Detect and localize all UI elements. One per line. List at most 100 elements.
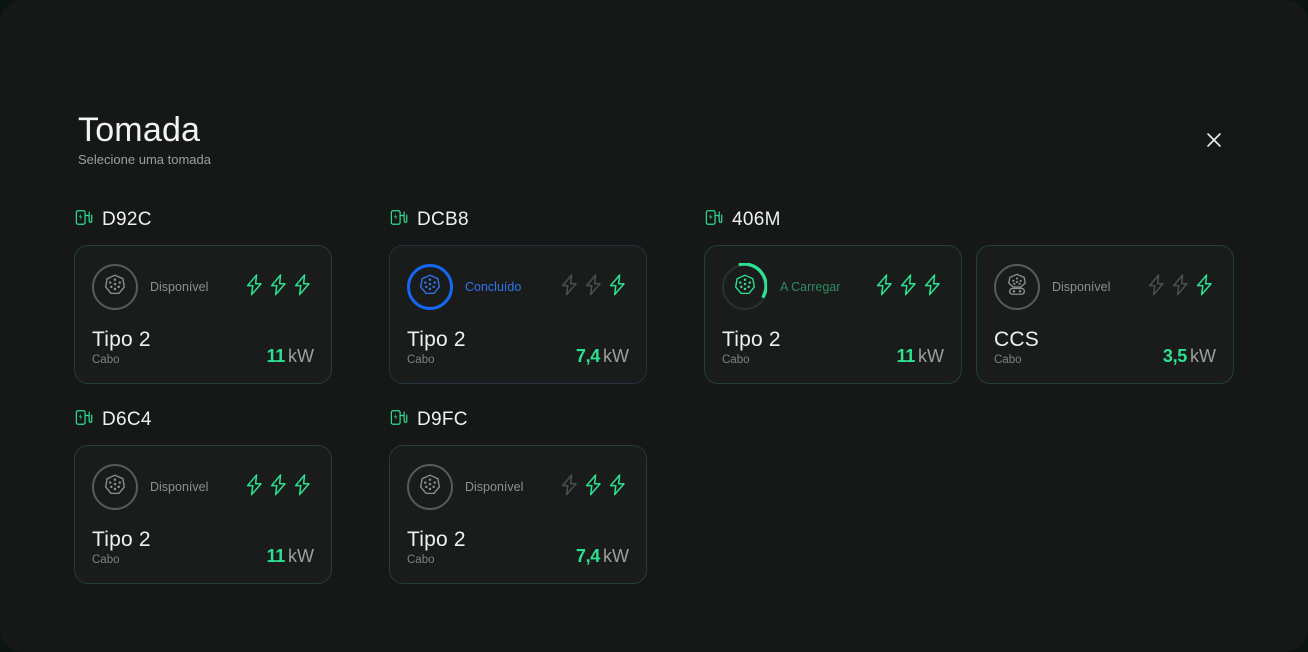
connector-info: Tipo 2 Cabo: [92, 328, 151, 367]
card-bottom: Tipo 2 Cabo 11 kW: [92, 528, 314, 567]
socket-card[interactable]: Concluído Tipo 2 Cabo 7,4 kW: [389, 245, 647, 384]
bolt-icon: [606, 272, 629, 303]
type2-connector-icon: [407, 464, 453, 510]
bolt-icon: [921, 272, 944, 303]
page-title: Tomada: [78, 111, 201, 149]
connector-ring: [92, 464, 138, 510]
power-unit: kW: [603, 546, 629, 566]
connector-name: Tipo 2: [722, 328, 781, 351]
connector-glyph: [102, 272, 128, 303]
connector-name: CCS: [994, 328, 1039, 351]
power-value: 11: [266, 546, 286, 566]
page-subtitle: Selecione uma tomada: [78, 152, 211, 167]
close-icon[interactable]: [1200, 126, 1228, 154]
type2-connector-icon: [92, 464, 138, 510]
power-level-bolts: [558, 272, 629, 303]
socket-card[interactable]: Disponível Tipo 2 Cabo 7,4 kW: [389, 445, 647, 584]
socket-card[interactable]: A Carregar Tipo 2 Cabo 11 kW: [704, 245, 962, 384]
type2-connector-icon: [722, 263, 768, 310]
power-unit: kW: [603, 346, 629, 366]
card-top: Disponível: [92, 464, 314, 510]
power-value: 11: [896, 346, 916, 366]
connector-glyph: [1004, 272, 1030, 303]
status-badge: Disponível: [150, 280, 209, 294]
status-badge: Disponível: [150, 480, 209, 494]
bolt-icon: [243, 472, 266, 503]
card-bottom: Tipo 2 Cabo 7,4 kW: [407, 528, 629, 567]
bolt-icon: [897, 272, 920, 303]
card-bottom: CCS Cabo 3,5 kW: [994, 328, 1216, 367]
bolt-icon: [291, 472, 314, 503]
charger-group: D6C4 Disponível Tipo 2 Cabo 11 kW: [74, 408, 332, 584]
cable-label: Cabo: [722, 354, 750, 366]
power-level-bolts: [873, 272, 944, 303]
card-top: Disponível: [994, 264, 1216, 310]
bolt-icon: [558, 472, 581, 503]
column-3: 406M A Carregar Tipo 2 Cabo 11 kW: [704, 208, 1244, 408]
power-rating: 11 kW: [267, 545, 314, 567]
charger-group: D92C Disponível Tipo 2 Cabo 11 kW: [74, 208, 332, 384]
card-top: A Carregar: [722, 263, 944, 310]
charger-group: 406M A Carregar Tipo 2 Cabo 11 kW: [704, 208, 1244, 384]
connector-ring: [407, 264, 453, 310]
status-badge: Concluído: [465, 280, 522, 294]
charger-name: D92C: [102, 209, 152, 230]
connector-name: Tipo 2: [407, 528, 466, 551]
status-badge: Disponível: [465, 480, 524, 494]
socket-card[interactable]: Disponível Tipo 2 Cabo 11 kW: [74, 245, 332, 384]
charger-name: D9FC: [417, 409, 468, 430]
socket-card[interactable]: Disponível Tipo 2 Cabo 11 kW: [74, 445, 332, 584]
connector-info: CCS Cabo: [994, 328, 1039, 367]
card-top: Disponível: [407, 464, 629, 510]
bolt-icon: [1169, 272, 1192, 303]
charger-name: D6C4: [102, 409, 152, 430]
card-bottom: Tipo 2 Cabo 11 kW: [92, 328, 314, 367]
power-level-bolts: [1145, 272, 1216, 303]
power-value: 3,5: [1162, 346, 1187, 366]
cable-label: Cabo: [92, 354, 120, 366]
charging-station-icon: [74, 208, 93, 232]
charging-station-icon: [389, 208, 408, 232]
bolt-icon: [1145, 272, 1168, 303]
status-badge: A Carregar: [780, 280, 841, 294]
power-unit: kW: [1190, 346, 1216, 366]
connector-glyph: [732, 272, 758, 303]
power-rating: 11 kW: [267, 345, 314, 367]
socket-card[interactable]: Disponível CCS Cabo 3,5 kW: [976, 245, 1234, 384]
connector-info: Tipo 2 Cabo: [722, 328, 781, 367]
charger-name: DCB8: [417, 209, 469, 230]
cable-label: Cabo: [92, 554, 120, 566]
power-level-bolts: [558, 472, 629, 503]
socket-card-row: Concluído Tipo 2 Cabo 7,4 kW: [389, 245, 647, 384]
charger-group-header: D6C4: [74, 408, 332, 432]
connector-name: Tipo 2: [92, 328, 151, 351]
charger-group-header: DCB8: [389, 208, 647, 232]
type2-connector-icon: [92, 264, 138, 310]
column-2: DCB8 Concluído Tipo 2 Cabo 7,4 kW D9FC: [389, 208, 647, 608]
cable-label: Cabo: [994, 354, 1022, 366]
power-unit: kW: [918, 346, 944, 366]
connector-ring: [407, 464, 453, 510]
bolt-icon: [582, 272, 605, 303]
socket-card-row: A Carregar Tipo 2 Cabo 11 kW Disponível C…: [704, 245, 1244, 384]
column-1: D92C Disponível Tipo 2 Cabo 11 kW D6C4: [74, 208, 332, 608]
socket-card-row: Disponível Tipo 2 Cabo 7,4 kW: [389, 445, 647, 584]
charger-group: D9FC Disponível Tipo 2 Cabo 7,4 kW: [389, 408, 647, 584]
power-value: 11: [266, 346, 286, 366]
power-level-bolts: [243, 272, 314, 303]
power-value: 7,4: [575, 346, 600, 366]
power-value: 7,4: [575, 546, 600, 566]
charger-name: 406M: [732, 209, 781, 230]
charger-group: DCB8 Concluído Tipo 2 Cabo 7,4 kW: [389, 208, 647, 384]
charger-group-header: 406M: [704, 208, 1244, 232]
bolt-icon: [1193, 272, 1216, 303]
power-unit: kW: [288, 546, 314, 566]
ccs-connector-icon: [994, 264, 1040, 310]
card-bottom: Tipo 2 Cabo 11 kW: [722, 328, 944, 367]
bolt-icon: [606, 472, 629, 503]
connector-glyph: [417, 272, 443, 303]
bolt-icon: [582, 472, 605, 503]
power-rating: 7,4 kW: [576, 345, 629, 367]
bolt-icon: [558, 272, 581, 303]
power-rating: 11 kW: [897, 345, 944, 367]
